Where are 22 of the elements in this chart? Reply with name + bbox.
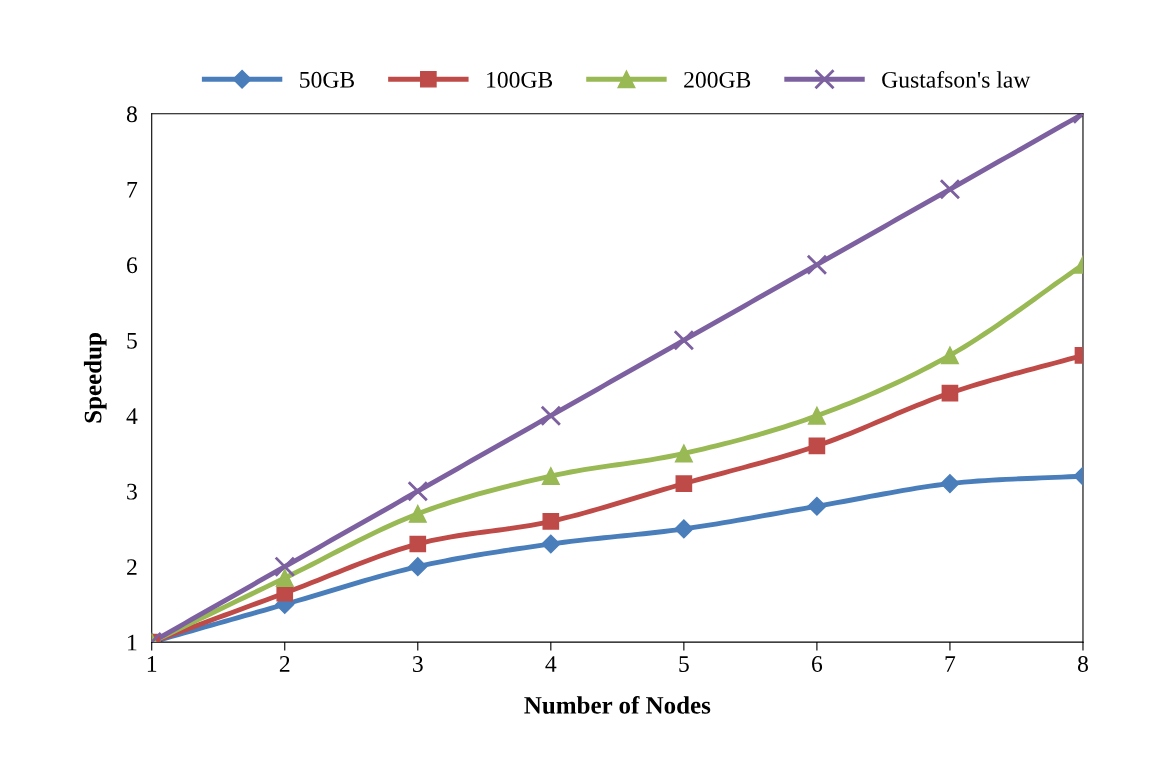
legend-label: 200GB (684, 71, 751, 88)
x-axis-title: Number of Nodes (524, 695, 711, 714)
legend-label: 100GB (487, 71, 553, 88)
y-tick-label: 2 (127, 559, 137, 575)
y-tick-label: 1 (128, 634, 137, 651)
x-tick-label: 4 (545, 656, 557, 672)
x-tick-label: 8 (1077, 655, 1088, 672)
x-tick-label: 7 (945, 656, 956, 672)
legend-label: Gustafson's law (882, 70, 1031, 88)
y-tick-label: 4 (126, 408, 138, 424)
x-tick-label: 6 (812, 656, 823, 672)
legend-label: 50GB (300, 71, 355, 88)
y-tick-label: 5 (127, 332, 137, 349)
y-tick-label: 8 (126, 106, 137, 123)
y-tick-label: 7 (127, 182, 138, 198)
x-tick-label: 2 (279, 656, 290, 672)
y-axis-title: Speedup (83, 333, 107, 423)
y-tick-label: 3 (127, 483, 137, 500)
x-tick-label: 5 (679, 656, 689, 672)
y-tick-label: 6 (127, 257, 138, 274)
x-tick-label: 1 (147, 656, 157, 672)
x-tick-label: 3 (413, 656, 423, 672)
